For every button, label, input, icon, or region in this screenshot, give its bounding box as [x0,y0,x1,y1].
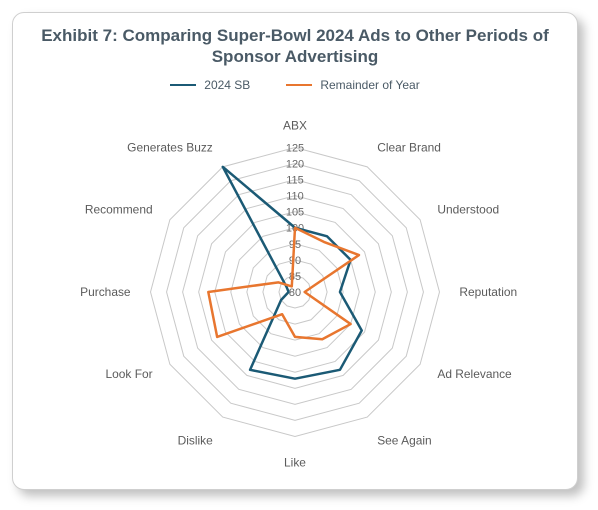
radar-chart: 80859095100105110115120125ABXClear Brand… [13,94,577,474]
legend-label-2024sb: 2024 SB [204,78,250,92]
svg-text:110: 110 [286,190,303,202]
svg-text:See Again: See Again [377,433,431,447]
svg-text:Generates Buzz: Generates Buzz [127,140,213,154]
svg-text:Recommend: Recommend [85,202,153,216]
svg-text:85: 85 [289,270,301,282]
legend-swatch-2024sb [170,84,196,86]
legend-item-2024sb: 2024 SB [170,78,250,92]
svg-text:Clear Brand: Clear Brand [377,140,441,154]
svg-text:80: 80 [289,286,301,298]
svg-text:Look For: Look For [106,367,153,381]
svg-text:120: 120 [286,158,304,170]
svg-text:115: 115 [286,174,303,186]
svg-text:Understood: Understood [437,202,499,216]
svg-text:ABX: ABX [283,118,307,132]
svg-text:Like: Like [284,455,306,469]
legend-swatch-remainder [286,84,312,86]
svg-text:125: 125 [286,142,304,154]
svg-text:Reputation: Reputation [459,284,517,298]
chart-card: Exhibit 7: Comparing Super-Bowl 2024 Ads… [12,12,578,490]
svg-text:90: 90 [289,254,301,266]
svg-text:Ad Relevance: Ad Relevance [437,367,512,381]
chart-legend: 2024 SB Remainder of Year [13,78,577,92]
legend-label-remainder: Remainder of Year [320,78,419,92]
chart-title: Exhibit 7: Comparing Super-Bowl 2024 Ads… [13,13,577,72]
svg-text:Purchase: Purchase [80,284,131,298]
legend-item-remainder: Remainder of Year [286,78,419,92]
radar-svg: 80859095100105110115120125ABXClear Brand… [13,94,577,474]
svg-text:Dislike: Dislike [178,433,214,447]
svg-text:105: 105 [286,206,304,218]
